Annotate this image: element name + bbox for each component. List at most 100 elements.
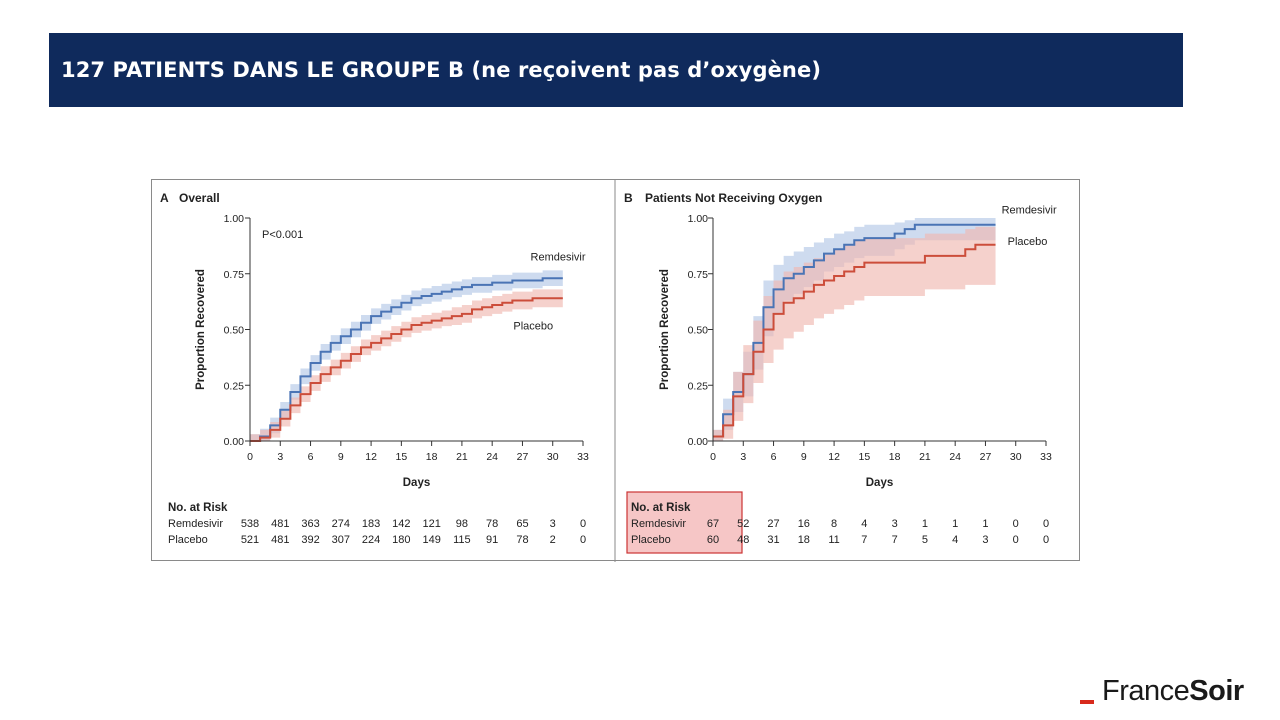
at-risk-value: 2 [550, 534, 556, 546]
at-risk-value: 521 [241, 534, 259, 546]
y-axis-label: Proportion Recovered [659, 269, 671, 390]
at-risk-value: 27 [767, 518, 779, 530]
at-risk-value: 4 [861, 518, 867, 530]
at-risk-heading: No. at Risk [631, 502, 691, 514]
x-tick-label: 30 [1010, 451, 1022, 463]
x-tick-label: 3 [277, 451, 283, 463]
at-risk-value: 48 [737, 534, 749, 546]
y-tick-label: 0.00 [688, 436, 709, 448]
at-risk-value: 7 [861, 534, 867, 546]
at-risk-value: 481 [271, 534, 289, 546]
at-risk-value: 392 [301, 534, 319, 546]
series-label-remdesivir: Remdesivir [1002, 205, 1057, 217]
x-tick-label: 12 [365, 451, 377, 463]
at-risk-value: 149 [422, 534, 440, 546]
series-label-placebo: Placebo [1008, 236, 1048, 248]
step-line-placebo [713, 243, 996, 438]
at-risk-value: 180 [392, 534, 410, 546]
at-risk-value: 1 [982, 518, 988, 530]
at-risk-value: 5 [922, 534, 928, 546]
x-tick-label: 18 [426, 451, 438, 463]
at-risk-value: 78 [486, 518, 498, 530]
at-risk-value: 11 [828, 534, 839, 546]
at-risk-value: 91 [486, 534, 498, 546]
y-tick-label: 0.75 [224, 269, 245, 281]
x-tick-label: 24 [949, 451, 961, 463]
y-tick-label: 0.50 [688, 325, 709, 337]
confidence-band-remdesivir [250, 270, 563, 441]
at-risk-row-label: Placebo [168, 534, 208, 546]
x-tick-label: 9 [801, 451, 807, 463]
at-risk-row-label: Remdesivir [631, 518, 686, 530]
y-tick-label: 0.50 [224, 325, 245, 337]
logo-accent-mark [1080, 700, 1094, 704]
y-tick-label: 0.00 [224, 436, 245, 448]
at-risk-value: 67 [707, 518, 719, 530]
at-risk-value: 31 [767, 534, 779, 546]
logo-text-france: France [1102, 674, 1190, 707]
confidence-band-placebo [250, 289, 563, 441]
at-risk-value: 7 [892, 534, 898, 546]
panel-letter: B [624, 191, 633, 205]
at-risk-value: 0 [1043, 534, 1049, 546]
at-risk-value: 224 [362, 534, 380, 546]
at-risk-value: 65 [516, 518, 528, 530]
at-risk-value: 1 [922, 518, 928, 530]
at-risk-row-label: Remdesivir [168, 518, 223, 530]
at-risk-value: 3 [982, 534, 988, 546]
x-axis-label: Days [866, 477, 894, 489]
x-tick-label: 0 [710, 451, 716, 463]
at-risk-value: 183 [362, 518, 380, 530]
at-risk-value: 4 [952, 534, 958, 546]
at-risk-value: 60 [707, 534, 719, 546]
step-line-remdesivir [250, 277, 563, 442]
at-risk-value: 0 [1043, 518, 1049, 530]
logo-text-soir: Soir [1189, 674, 1244, 707]
panel-letter: A [160, 191, 169, 205]
x-tick-label: 15 [396, 451, 408, 463]
at-risk-highlight-box [626, 491, 743, 554]
y-tick-label: 1.00 [224, 213, 245, 225]
x-tick-label: 6 [308, 451, 314, 463]
at-risk-value: 0 [1013, 518, 1019, 530]
kaplan-meier-figure: A Overall 0.00 0.25 0.50 0.75 1.00 0 3 6 9 12 15 18 21… [151, 179, 1080, 562]
panel-title: Patients Not Receiving Oxygen [645, 191, 822, 205]
x-tick-label: 24 [486, 451, 498, 463]
francesoir-logo: France Soir [1080, 672, 1272, 710]
confidence-band-placebo [713, 226, 996, 441]
y-tick-label: 0.25 [688, 380, 709, 392]
x-tick-label: 33 [1040, 451, 1052, 463]
at-risk-value: 142 [392, 518, 410, 530]
at-risk-value: 8 [831, 518, 837, 530]
panel-title: Overall [179, 191, 220, 205]
y-tick-label: 0.25 [224, 380, 245, 392]
y-tick-label: 1.00 [688, 213, 709, 225]
p-value-annotation: P<0.001 [262, 229, 303, 241]
x-tick-label: 12 [828, 451, 840, 463]
x-tick-label: 33 [577, 451, 589, 463]
x-tick-label: 9 [338, 451, 344, 463]
at-risk-value: 52 [737, 518, 749, 530]
at-risk-value: 0 [580, 534, 586, 546]
at-risk-value: 538 [241, 518, 259, 530]
at-risk-value: 1 [952, 518, 958, 530]
at-risk-value: 78 [516, 534, 528, 546]
x-tick-label: 27 [517, 451, 529, 463]
at-risk-value: 115 [453, 534, 471, 546]
at-risk-row-label: Placebo [631, 534, 671, 546]
at-risk-value: 16 [798, 518, 810, 530]
y-axis-label: Proportion Recovered [195, 269, 207, 390]
at-risk-value: 98 [456, 518, 468, 530]
series-label-placebo: Placebo [513, 321, 553, 333]
series-label-remdesivir: Remdesivir [531, 251, 586, 263]
at-risk-value: 3 [550, 518, 556, 530]
x-axis-label: Days [403, 477, 431, 489]
x-tick-label: 3 [740, 451, 746, 463]
at-risk-value: 18 [798, 534, 810, 546]
at-risk-value: 0 [580, 518, 586, 530]
x-tick-label: 21 [456, 451, 468, 463]
at-risk-value: 274 [332, 518, 350, 530]
at-risk-value: 363 [301, 518, 319, 530]
at-risk-value: 3 [892, 518, 898, 530]
